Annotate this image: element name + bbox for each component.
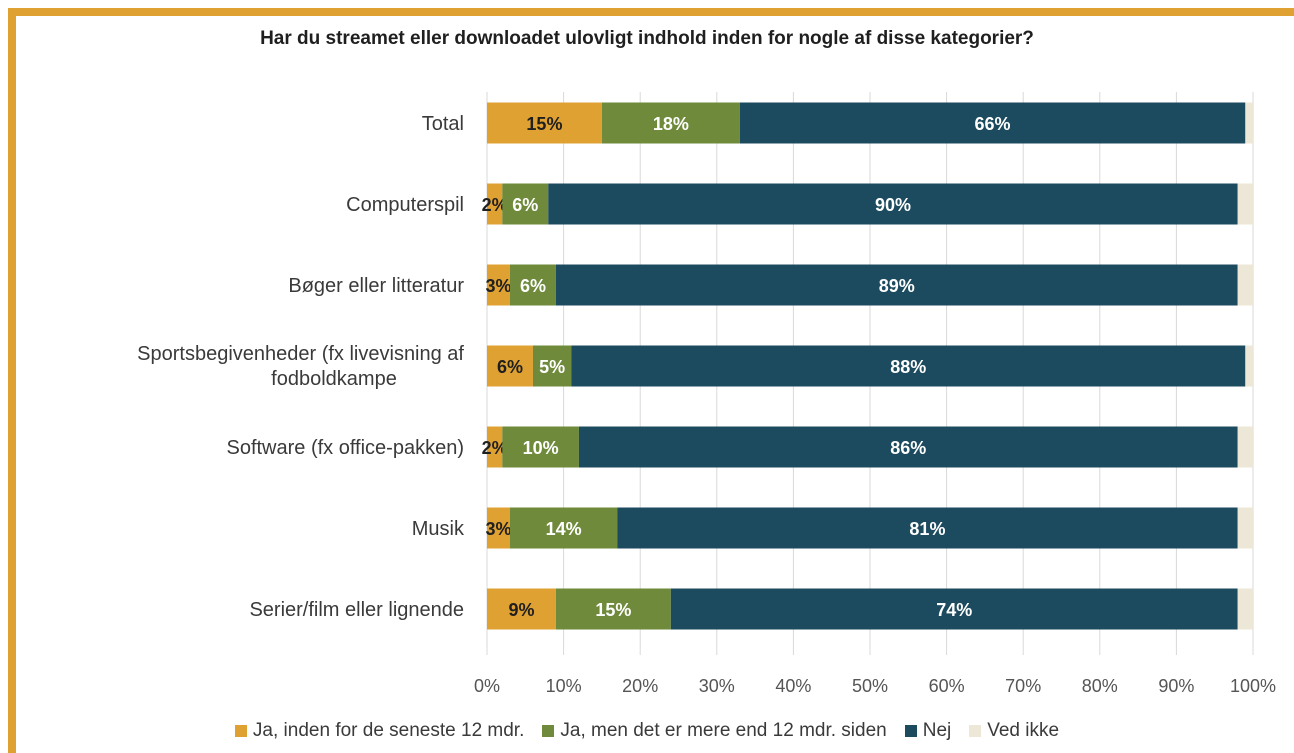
data-label: 2%	[482, 195, 508, 215]
data-label: 81%	[909, 519, 945, 539]
chart-title: Har du streamet eller downloadet ulovlig…	[260, 28, 1034, 49]
bar-segment	[670, 588, 1238, 630]
bar-segment	[487, 183, 503, 225]
bar-segment	[1245, 102, 1253, 144]
x-tick-label: 80%	[1082, 676, 1118, 696]
x-tick-label: 40%	[775, 676, 811, 696]
bar-segment	[487, 102, 602, 144]
category-label: Serier/film eller lignende	[249, 599, 464, 621]
x-tick-label: 30%	[699, 676, 735, 696]
data-label: 74%	[936, 600, 972, 620]
bar-segment	[487, 345, 533, 387]
category-label-line: Sportsbegivenheder (fx livevisning af	[137, 343, 464, 365]
bar-segment	[571, 345, 1246, 387]
x-tick-label: 90%	[1158, 676, 1194, 696]
bar-segment	[1237, 588, 1253, 630]
legend-item-nej: Nej	[904, 720, 952, 742]
legend-label-ved-ikke: Ved ikke	[987, 720, 1060, 741]
bar-segment	[617, 507, 1238, 549]
bar-segment	[1237, 507, 1253, 549]
legend-label-ja-mere: Ja, men det er mere end 12 mdr. siden	[560, 720, 887, 741]
bar-segment	[578, 426, 1238, 468]
category-label: Bøger eller litteratur	[288, 275, 464, 297]
data-label: 5%	[539, 357, 565, 377]
legend-item-ja-12: Ja, inden for de seneste 12 mdr.	[234, 720, 525, 742]
data-label: 9%	[508, 600, 534, 620]
legend-swatch-nej	[904, 725, 917, 737]
frame-border-top	[8, 8, 1294, 16]
category-label: Musik	[412, 518, 465, 540]
bar-segment	[601, 102, 740, 144]
bar-segment	[502, 426, 579, 468]
data-label: 6%	[520, 276, 546, 296]
legend-label-ja-12: Ja, inden for de seneste 12 mdr.	[252, 720, 525, 741]
chart-legend: Ja, inden for de seneste 12 mdr. Ja, men…	[0, 716, 1294, 746]
data-label: 10%	[523, 438, 559, 458]
x-tick-label: 70%	[1005, 676, 1041, 696]
data-label: 15%	[526, 114, 562, 134]
data-label: 88%	[890, 357, 926, 377]
data-label: 66%	[975, 114, 1011, 134]
data-label: 3%	[485, 519, 511, 539]
bar-segment	[555, 588, 671, 630]
bar-segment	[1237, 183, 1253, 225]
bar-segment	[739, 102, 1246, 144]
bar-segment	[509, 507, 618, 549]
category-label: Total	[422, 113, 464, 135]
frame-border-left	[8, 8, 16, 753]
bar-segment	[502, 183, 549, 225]
data-label: 2%	[482, 438, 508, 458]
data-label: 89%	[879, 276, 915, 296]
data-label: 90%	[875, 195, 911, 215]
x-tick-label: 0%	[474, 676, 500, 696]
legend-item-ved-ikke: Ved ikke	[969, 720, 1059, 742]
data-label: 6%	[497, 357, 523, 377]
bar-segment	[487, 588, 556, 630]
x-tick-label: 20%	[622, 676, 658, 696]
x-tick-label: 100%	[1230, 676, 1276, 696]
legend-swatch-ja-12	[234, 725, 247, 737]
bar-segment	[487, 507, 510, 549]
category-label-line: fodboldkampe	[271, 368, 397, 390]
x-tick-label: 60%	[929, 676, 965, 696]
category-label: Sportsbegivenheder (fx livevisning af fod…	[137, 343, 464, 390]
legend-swatch-ved-ikke	[969, 725, 982, 737]
data-label: 6%	[512, 195, 538, 215]
legend-item-ja-mere: Ja, men det er mere end 12 mdr. siden	[542, 720, 887, 742]
category-label: Computerspil	[346, 194, 464, 216]
bar-segment	[509, 264, 556, 306]
bar-segment	[1237, 426, 1253, 468]
bar-segment	[555, 264, 1238, 306]
bar-segment	[487, 426, 503, 468]
x-tick-label: 50%	[852, 676, 888, 696]
bar-segment	[487, 264, 510, 306]
bar-segment	[532, 345, 572, 387]
bar-segment	[1245, 345, 1253, 387]
data-label: 15%	[595, 600, 631, 620]
data-label: 86%	[890, 438, 926, 458]
legend-swatch-ja-mere	[542, 725, 555, 737]
bar-segment	[1237, 264, 1253, 306]
data-label: 14%	[546, 519, 582, 539]
bar-segment	[548, 183, 1238, 225]
category-label: Software (fx office-pakken)	[226, 437, 464, 459]
legend-label-nej: Nej	[922, 720, 952, 741]
x-tick-label: 10%	[546, 676, 582, 696]
data-label: 18%	[653, 114, 689, 134]
data-label: 3%	[485, 276, 511, 296]
